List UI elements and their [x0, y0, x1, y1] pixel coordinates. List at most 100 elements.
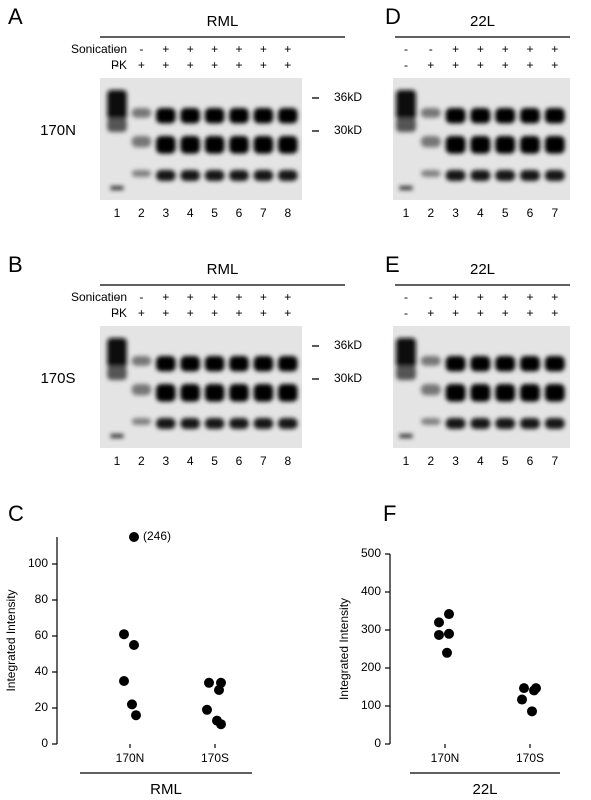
lane-number: 7	[260, 454, 267, 468]
band	[278, 170, 298, 181]
band	[204, 136, 225, 154]
pk-sign: +	[502, 306, 509, 320]
band	[229, 356, 249, 372]
pk-sign: -	[404, 58, 408, 72]
band	[544, 108, 565, 124]
band	[544, 356, 565, 372]
band	[253, 356, 274, 372]
blot-bands	[396, 338, 565, 438]
lane-number: 5	[211, 454, 218, 468]
pk-sign: +	[502, 58, 509, 72]
band	[445, 418, 466, 429]
band	[204, 384, 225, 402]
data-point	[204, 677, 214, 688]
band	[131, 356, 152, 366]
band	[180, 170, 200, 181]
band	[420, 356, 441, 366]
band	[396, 118, 416, 132]
band	[131, 418, 152, 425]
lane-number: 5	[211, 206, 218, 220]
data-point	[129, 532, 139, 542]
y-axis-label: Integrated Intensity	[337, 598, 351, 700]
band	[420, 384, 441, 396]
band	[520, 418, 540, 429]
lane-number: 4	[187, 454, 194, 468]
sonication-sign: +	[162, 42, 169, 56]
sonication-sign: +	[452, 290, 459, 304]
y-tick-label: 80	[35, 592, 49, 606]
band	[253, 418, 274, 429]
row-label: PK	[111, 306, 127, 320]
band	[180, 356, 200, 372]
band	[495, 108, 516, 124]
row-label: Sonication	[71, 42, 127, 56]
data-point	[131, 710, 141, 721]
band	[107, 118, 127, 132]
y-axis-label: Integrated Intensity	[4, 589, 18, 691]
band	[544, 136, 565, 154]
band	[204, 418, 225, 429]
data-point	[119, 676, 129, 686]
band	[445, 170, 466, 181]
pk-sign: +	[162, 58, 169, 72]
band	[204, 170, 225, 181]
data-point	[129, 640, 139, 650]
marker-label: 30kD	[334, 371, 362, 385]
band	[445, 384, 466, 402]
band	[445, 136, 466, 154]
data-point	[442, 647, 452, 658]
sonication-sign: -	[429, 290, 433, 304]
band	[278, 356, 298, 372]
lane-number: 1	[114, 454, 121, 468]
band	[180, 384, 200, 402]
sonication-sign: +	[502, 42, 509, 56]
pk-sign: +	[187, 58, 194, 72]
sonication-sign: +	[551, 290, 558, 304]
y-tick-label: 20	[35, 700, 49, 714]
band	[107, 90, 127, 120]
value-label: (246)	[143, 529, 171, 543]
lane-number: 6	[236, 206, 243, 220]
data-point	[434, 629, 444, 640]
lane-number: 4	[187, 206, 194, 220]
lane-number: 2	[427, 454, 434, 468]
lane-number: 1	[403, 206, 410, 220]
lane-number: 5	[502, 206, 509, 220]
lane-number: 6	[527, 206, 534, 220]
band	[180, 108, 200, 124]
pk-sign: +	[551, 306, 558, 320]
data-point	[519, 683, 529, 694]
lane-number: 7	[551, 454, 558, 468]
band	[156, 108, 176, 124]
sonication-sign: -	[139, 290, 143, 304]
pk-sign: +	[452, 306, 459, 320]
band	[470, 384, 491, 402]
sonication-sign: +	[260, 42, 267, 56]
band	[180, 418, 200, 429]
blot-bands	[107, 90, 298, 190]
band	[470, 136, 491, 154]
band	[131, 384, 152, 396]
band	[495, 418, 516, 429]
sonication-sign: +	[284, 290, 291, 304]
marker-label: 36kD	[334, 90, 362, 104]
pk-sign: +	[260, 306, 267, 320]
band	[470, 418, 491, 429]
lane-number: 1	[114, 206, 121, 220]
lane-number: 3	[452, 454, 459, 468]
band	[278, 136, 298, 154]
sonication-sign: +	[477, 42, 484, 56]
band	[107, 366, 127, 380]
panel-letter: D	[385, 4, 401, 29]
band	[229, 136, 249, 154]
band	[229, 170, 249, 181]
panel-letter: F	[383, 501, 396, 526]
pk-sign: +	[477, 306, 484, 320]
strain-label: 22L	[470, 13, 495, 30]
band	[520, 108, 540, 124]
pk-sign: +	[427, 58, 434, 72]
sonication-sign: +	[452, 42, 459, 56]
band	[396, 366, 416, 380]
blot-bands	[396, 90, 565, 190]
blot-bands	[107, 338, 298, 438]
